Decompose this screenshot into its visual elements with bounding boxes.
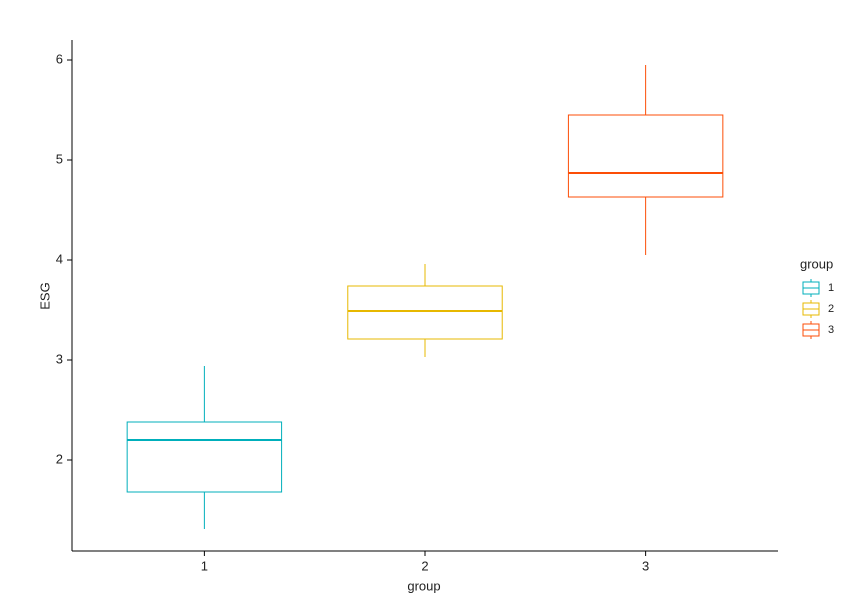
box bbox=[126, 421, 283, 493]
x-tick-label: 1 bbox=[201, 558, 208, 573]
x-tick-label: 3 bbox=[642, 558, 649, 573]
y-axis-label: ESG bbox=[37, 282, 52, 309]
y-tick-label: 6 bbox=[56, 51, 63, 66]
y-tick-label: 4 bbox=[56, 251, 63, 266]
legend-label: 2 bbox=[828, 303, 834, 315]
legend-label: 1 bbox=[828, 282, 834, 294]
y-tick-label: 5 bbox=[56, 151, 63, 166]
y-tick-label: 3 bbox=[56, 351, 63, 366]
legend-label: 3 bbox=[828, 324, 834, 336]
box bbox=[347, 285, 503, 340]
x-tick-label: 2 bbox=[421, 558, 428, 573]
x-axis-label: group bbox=[407, 578, 440, 593]
legend-title: group bbox=[800, 256, 833, 271]
y-tick-label: 2 bbox=[56, 451, 63, 466]
box bbox=[567, 114, 724, 198]
